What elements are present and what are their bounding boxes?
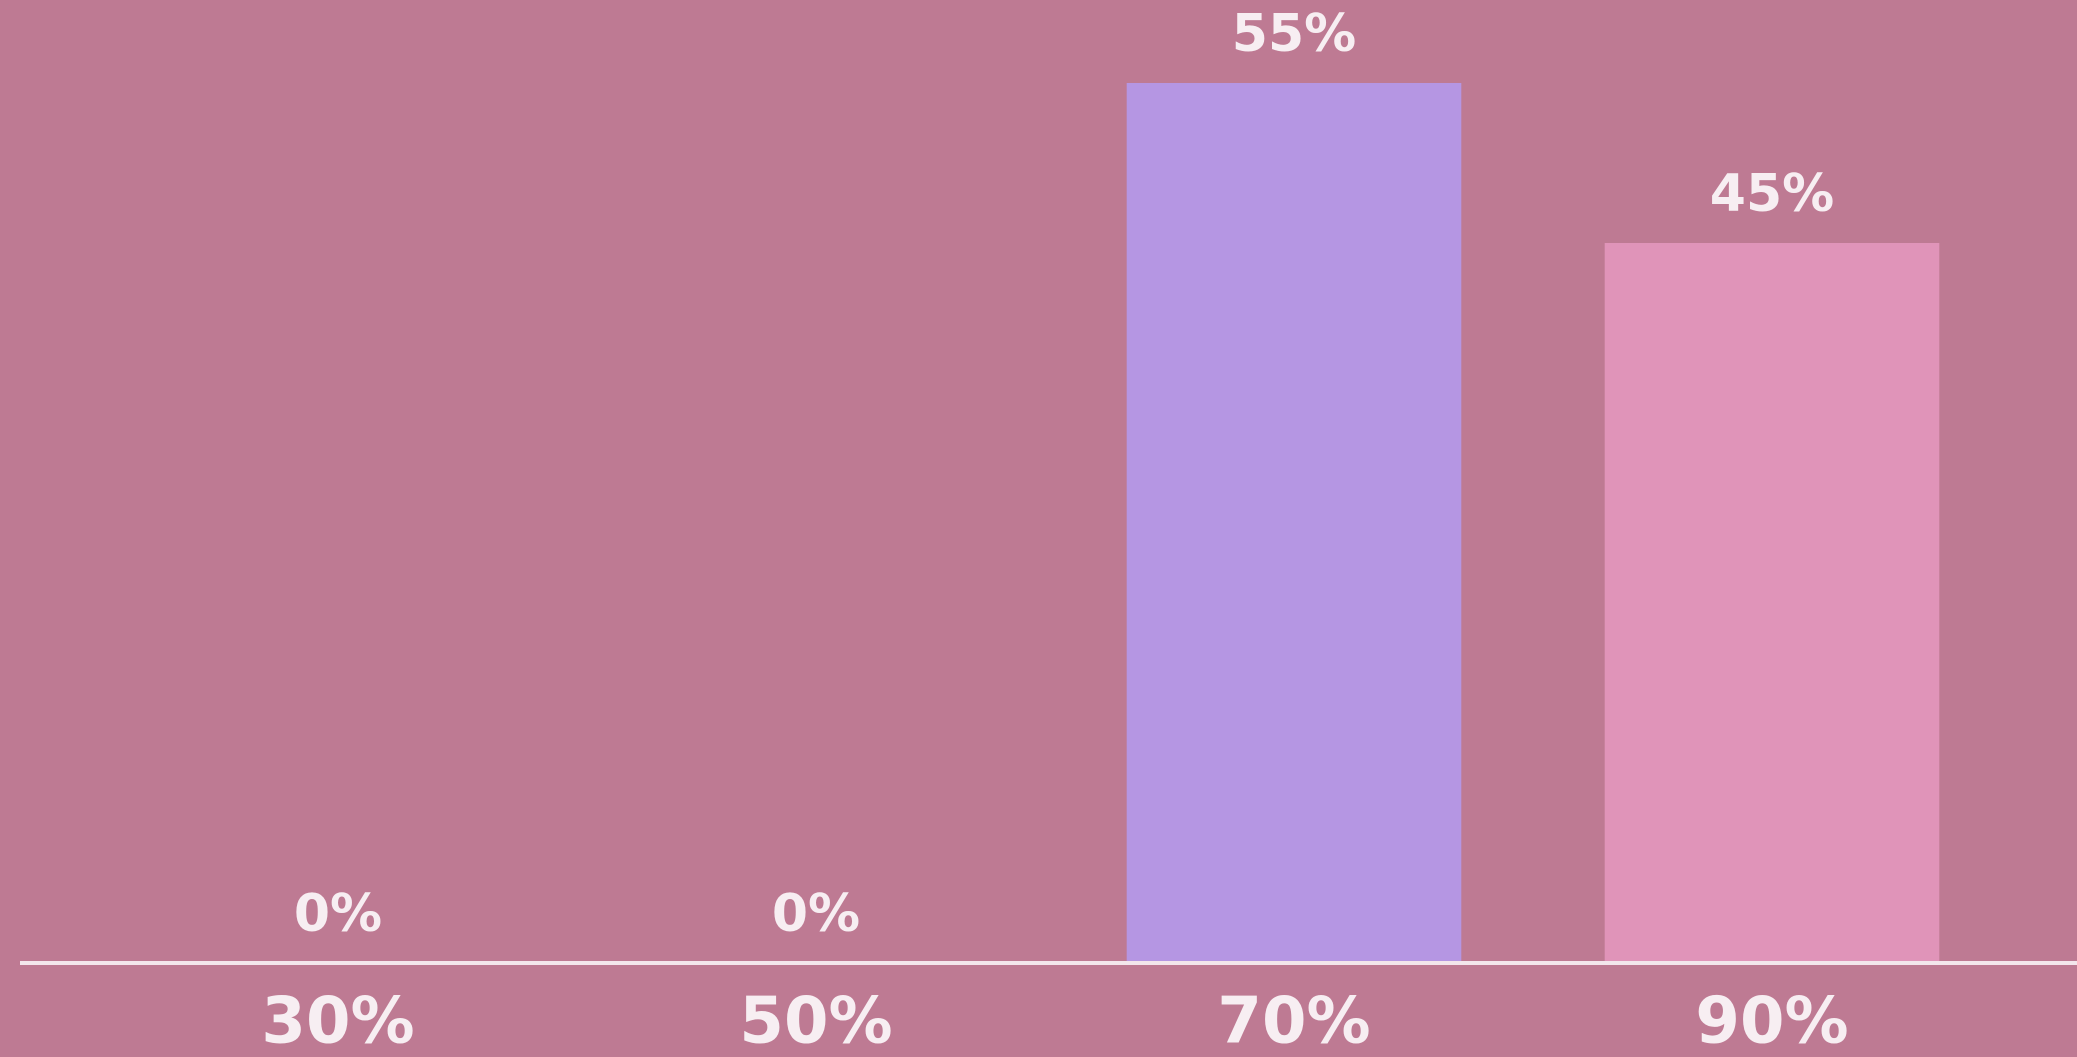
bar xyxy=(1126,83,1462,963)
x-tick-label: 70% xyxy=(1217,985,1370,1057)
x-tick-label: 50% xyxy=(739,985,892,1057)
x-tick-label: 30% xyxy=(261,985,414,1057)
value-label: 55% xyxy=(1232,4,1356,64)
value-label: 0% xyxy=(294,884,382,944)
x-tick-label: 90% xyxy=(1695,985,1848,1057)
value-label: 45% xyxy=(1710,164,1834,224)
value-label: 0% xyxy=(772,884,860,944)
bar xyxy=(1604,243,1940,963)
